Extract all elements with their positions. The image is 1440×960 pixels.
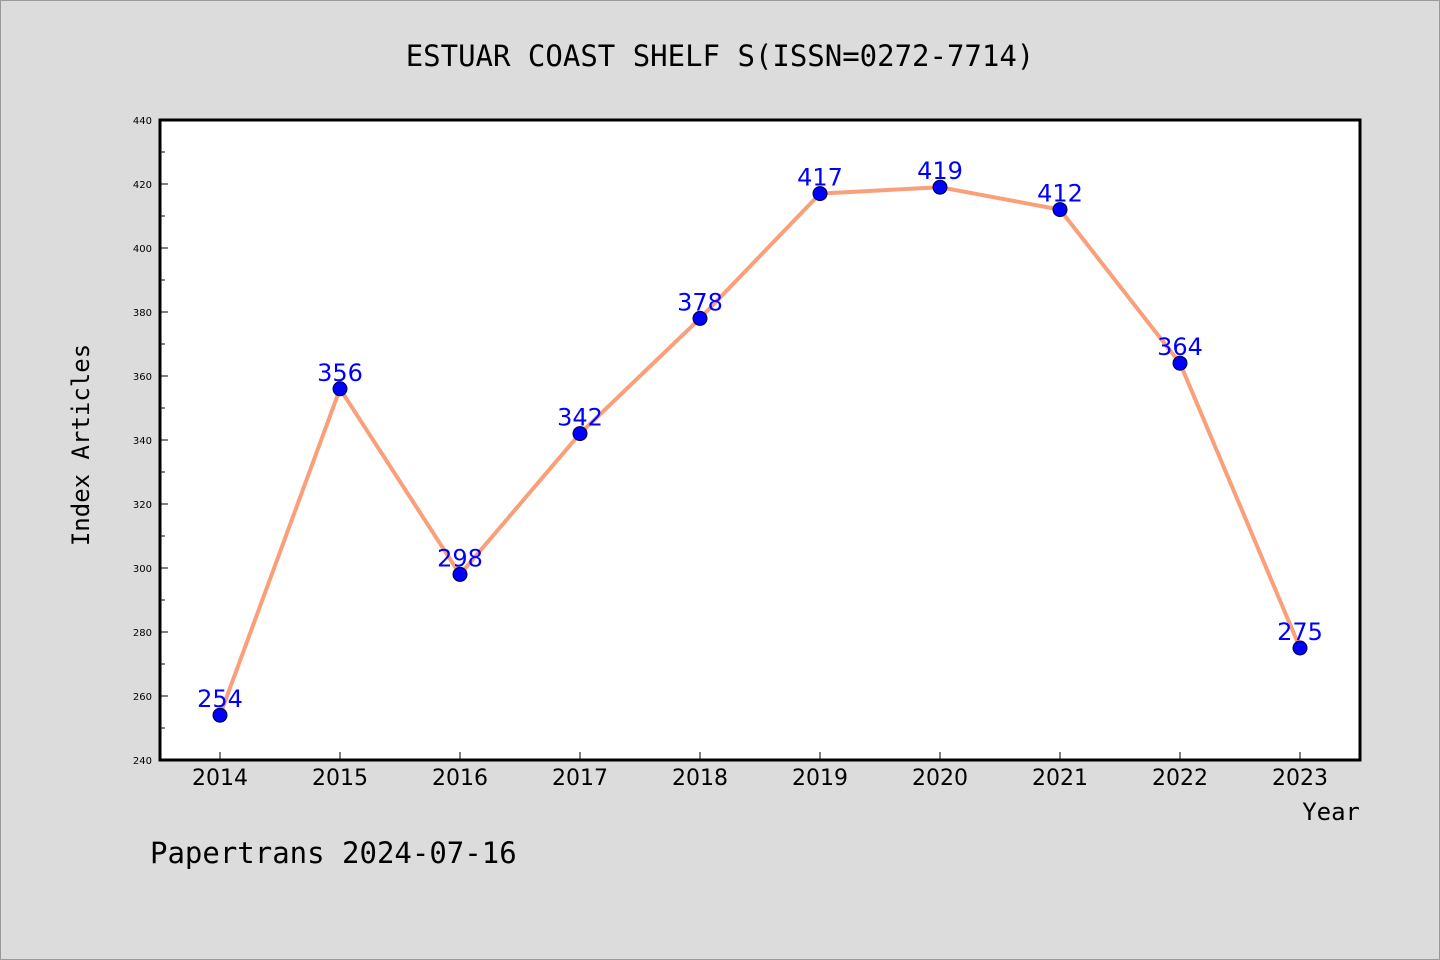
data-label: 412 [1037, 180, 1083, 208]
x-tick-label: 2019 [792, 766, 848, 791]
x-tick-label: 2021 [1032, 766, 1088, 791]
data-label: 342 [557, 404, 603, 432]
x-axis-label: Year [1302, 798, 1360, 826]
y-tick-label: 260 [133, 692, 152, 703]
y-tick-label: 360 [133, 372, 152, 383]
series-line [218, 185, 1302, 718]
x-tick-label: 2017 [552, 766, 608, 791]
data-label: 417 [797, 164, 843, 192]
data-label: 275 [1277, 618, 1323, 646]
data-point [1292, 640, 1308, 656]
y-tick-label: 400 [133, 244, 152, 255]
data-point [692, 310, 708, 326]
y-tick-label: 320 [133, 500, 152, 511]
data-label: 364 [1157, 333, 1203, 361]
series-index-articles: 254 356 298 342 378 417 419 412 364 275 [197, 157, 1323, 723]
data-label: 419 [917, 157, 963, 185]
data-point [1052, 202, 1068, 218]
data-point [452, 566, 468, 582]
data-label: 298 [437, 544, 483, 572]
y-tick-label: 340 [133, 436, 152, 447]
data-point [572, 426, 588, 442]
y-tick-label: 440 [133, 116, 152, 127]
y-tick-label: 420 [133, 180, 152, 191]
data-label: 378 [677, 288, 723, 316]
y-tick-label: 280 [133, 628, 152, 639]
footer-credit: Papertrans 2024-07-16 [150, 836, 517, 870]
plot-area [158, 118, 1362, 762]
x-tick-label: 2023 [1272, 766, 1328, 791]
data-point [932, 179, 948, 195]
x-tick-label: 2016 [432, 766, 488, 791]
x-tick-label: 2022 [1152, 766, 1208, 791]
y-axis-label: Index Articles [67, 344, 95, 546]
data-point [332, 381, 348, 397]
y-tick-label: 380 [133, 308, 152, 319]
data-point [812, 186, 828, 202]
y-tick-label: 300 [133, 564, 152, 575]
data-label: 254 [197, 685, 243, 713]
data-point [1172, 355, 1188, 371]
x-tick-label: 2014 [192, 766, 248, 791]
data-label: 356 [317, 359, 363, 387]
y-axis: 240 260 280 300 320 340 360 380 400 420 440 [133, 116, 168, 767]
x-tick-label: 2015 [312, 766, 368, 791]
x-tick-label: 2020 [912, 766, 968, 791]
x-tick-label: 2018 [672, 766, 728, 791]
y-tick-label: 240 [133, 756, 152, 767]
chart-title: ESTUAR COAST SHELF S(ISSN=0272-7714) [406, 39, 1035, 73]
data-point [212, 707, 228, 723]
x-axis: 2014 2015 2016 2017 2018 2019 2020 2021 2022 2023 [192, 752, 1328, 791]
